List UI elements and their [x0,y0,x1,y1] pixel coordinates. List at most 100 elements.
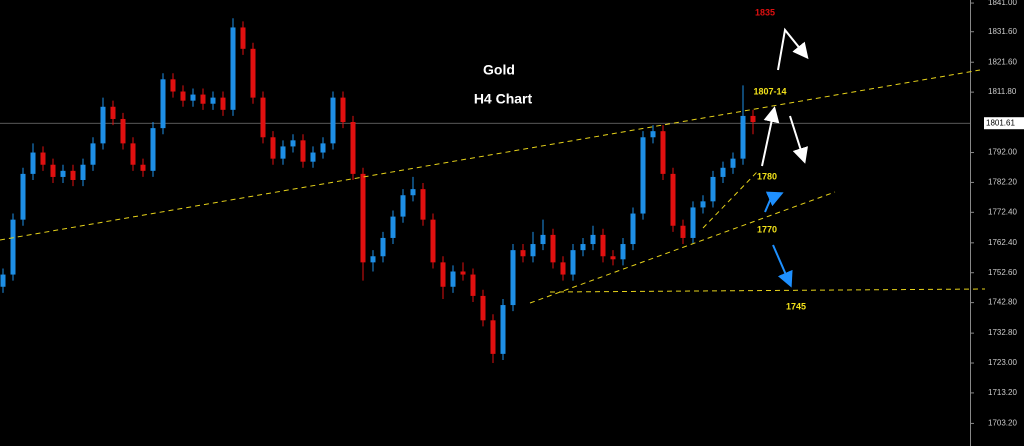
candle-body [500,305,506,354]
y-tick-label: 1703.20 [988,419,1017,428]
y-tick-label: 1723.00 [988,358,1017,367]
arrow [789,115,808,164]
candle-body [390,216,396,238]
annotation: 1807-14 [753,86,786,96]
candle-body [740,115,746,159]
candle-body [630,213,636,245]
candle-body [40,152,46,165]
y-tick-label: 1821.60 [988,57,1017,66]
trend-line [702,171,758,229]
arrow [761,106,780,167]
candle-body [540,234,546,245]
y-tick-label: 1792.00 [988,148,1017,157]
candle-body [290,140,296,147]
trend-line [0,69,981,241]
candle-body [520,250,526,257]
candle-body [430,219,436,263]
candle-body [420,189,426,220]
candle-body [350,122,356,174]
candle-body [660,131,666,174]
arrow [764,191,784,213]
candle-body [720,167,726,177]
arrow [772,244,793,288]
candle-body [220,97,226,110]
candle-body [130,143,136,165]
y-tick-label: 1782.20 [988,178,1017,187]
candle-body [470,274,476,296]
candle-body [300,140,306,162]
candle-body [400,195,406,217]
y-tick-label: 1732.80 [988,328,1017,337]
candle-body [480,295,486,321]
chart-title: Gold [483,62,515,78]
annotation: 1835 [755,7,775,17]
candle-body [610,256,616,260]
candle-body [440,262,446,287]
candle-body [750,115,756,123]
candle-body [80,164,86,180]
candle-body [250,48,256,98]
candle-body [20,173,26,220]
y-tick-label: 1772.40 [988,207,1017,216]
y-tick-label: 1841.00 [988,0,1017,7]
candle-body [730,158,736,168]
candle-body [680,225,686,238]
candle-body [370,256,376,263]
candle-body [410,189,416,196]
candle-body [650,131,656,138]
current-price-label: 1801.61 [986,118,1015,127]
candle-body [590,234,596,245]
candle-body [10,219,16,275]
candle-body [510,250,516,306]
y-tick-label: 1713.20 [988,388,1017,397]
candle-body [330,97,336,144]
candle-body [490,320,496,354]
candle-body [690,207,696,238]
candle-body [120,118,126,144]
candle-body [460,271,466,275]
candle-body [200,94,206,104]
candle-body [140,164,146,171]
candle-body [340,97,346,123]
candle-body [150,128,156,171]
candle-body [110,106,116,119]
y-tick-label: 1742.80 [988,298,1017,307]
candle-body [550,234,556,263]
candle-body [450,271,456,287]
candle-body [270,137,276,159]
y-tick-label: 1811.80 [988,87,1017,96]
annotation: 1780 [757,171,777,181]
candle-body [360,173,366,263]
candle-body [210,97,216,104]
candle-body [170,79,176,92]
candle-body [0,274,6,287]
candle-body [280,146,286,159]
chart-subtitle: H4 Chart [474,91,533,107]
y-tick-label: 1831.60 [988,27,1017,36]
candle-body [260,97,266,138]
candle-body [180,91,186,101]
y-tick-label: 1752.60 [988,268,1017,277]
candle-body [190,94,196,101]
current-price-box [984,117,1024,130]
support-line [549,288,986,293]
candle-body [240,27,246,49]
candle-body [30,152,36,174]
candle-body [50,164,56,177]
candle-body [310,152,316,162]
candle-body [60,170,66,177]
candle-body [560,262,566,275]
candle-body [640,137,646,214]
candle-body [570,250,576,275]
trend-line [529,191,836,304]
plot-area [0,18,970,364]
annotation: 1770 [757,224,777,234]
arrow [777,27,809,71]
candle-body [100,106,106,144]
candle-body [670,173,676,226]
candle-body [230,27,236,110]
candle-body [580,244,586,251]
candle-body [90,143,96,165]
